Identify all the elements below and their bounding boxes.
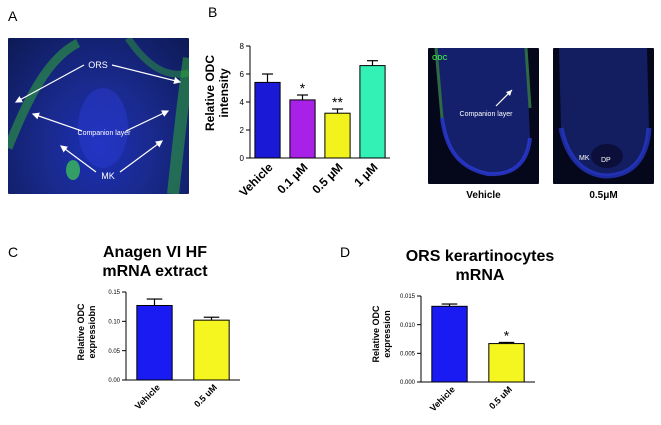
chart-b-ytick-label: 4 bbox=[240, 98, 245, 107]
micrograph-a: ORS Companion layer MK bbox=[8, 38, 189, 194]
chart-b-bar bbox=[289, 99, 316, 159]
chart-b-ylabel-2: intensity bbox=[217, 68, 231, 118]
panel-letter-b: B bbox=[208, 4, 218, 20]
chart-d: Relative ODC expression 0.000 0.005 0.010 0… bbox=[371, 294, 535, 413]
chart-d-ylabel-2: expression bbox=[382, 310, 392, 358]
panel-letter-d: D bbox=[340, 244, 351, 260]
label-ors: ORS bbox=[88, 60, 108, 70]
chart-d-ytick-label: 0.010 bbox=[400, 323, 416, 329]
chart-d-ytick-label: 0.005 bbox=[400, 351, 416, 357]
vehicle-companion-label: Companion layer bbox=[460, 111, 514, 118]
mk-label: MK bbox=[579, 155, 590, 162]
micrograph-vehicle: ODC Companion layer bbox=[428, 48, 539, 184]
micrograph-vehicle-caption: Vehicle bbox=[466, 190, 501, 201]
chart-d-bar bbox=[431, 305, 468, 383]
micrograph-vehicle-drawing: ODC Companion layer bbox=[432, 48, 532, 177]
chart-b-ytick-label: 6 bbox=[240, 70, 245, 79]
chart-b-ytick-label: 0 bbox=[240, 154, 245, 163]
chart-c-ylabel-1: Relative ODC bbox=[76, 303, 86, 361]
chart-d-bar bbox=[488, 343, 525, 383]
chart-b-bar bbox=[359, 65, 386, 159]
panel-letter-a: A bbox=[8, 8, 18, 24]
chart-b-category-label: 1 μM bbox=[351, 160, 380, 189]
chart-c: Relative ODC expressiobn 0.00 0.05 0.10 0.1… bbox=[76, 290, 240, 411]
dp-label: DP bbox=[601, 157, 611, 164]
chart-c-ytick-label: 0.15 bbox=[108, 290, 120, 296]
chart-c-title-2: mRNA extract bbox=[102, 263, 208, 280]
chart-d-title-1: ORS kerartinocytes bbox=[405, 248, 555, 265]
chart-b-ytick-label: 8 bbox=[240, 42, 245, 51]
chart-c-ylabel-2: expressiobn bbox=[87, 305, 97, 358]
panel-letter-c: C bbox=[8, 244, 19, 260]
chart-b-significance: * bbox=[300, 80, 306, 96]
chart-c-bar bbox=[136, 304, 173, 381]
micrograph-05um: MK DP bbox=[553, 48, 654, 184]
chart-b-category-label: 0.1 μM bbox=[274, 160, 310, 196]
chart-b-bar bbox=[324, 112, 351, 159]
label-companion-layer: Companion layer bbox=[78, 130, 132, 137]
chart-c-category-label: 0.5 uM bbox=[192, 382, 219, 409]
odc-stain-label: ODC bbox=[432, 55, 448, 62]
chart-b: Relative ODC intensity 0 2 4 6 8 Vehicle * 0.1 … bbox=[203, 42, 390, 199]
chart-d-category-label: Vehicle bbox=[428, 384, 457, 413]
chart-b-category-label: 0.5 μM bbox=[309, 160, 345, 196]
chart-b-category-label: Vehicle bbox=[236, 160, 275, 199]
micrograph-05um-caption: 0.5μM bbox=[589, 190, 618, 201]
chart-c-ytick-label: 0.10 bbox=[108, 319, 120, 325]
micrograph-a-drawing: ORS Companion layer MK bbox=[8, 38, 189, 194]
chart-b-ylabel-1: Relative ODC bbox=[203, 55, 217, 131]
chart-d-category-label: 0.5 uM bbox=[487, 384, 514, 411]
chart-c-category-label: Vehicle bbox=[133, 382, 162, 411]
chart-c-ytick-label: 0.00 bbox=[108, 378, 120, 384]
micrograph-05um-drawing: MK DP bbox=[558, 48, 652, 179]
chart-c-title-1: Anagen VI HF bbox=[102, 244, 207, 261]
chart-d-significance: * bbox=[504, 327, 510, 343]
label-mk: MK bbox=[101, 171, 115, 181]
chart-b-bar bbox=[254, 81, 281, 159]
chart-d-ylabel-1: Relative ODC bbox=[371, 305, 381, 363]
chart-b-ytick-label: 2 bbox=[240, 126, 245, 135]
chart-c-ytick-label: 0.05 bbox=[108, 349, 120, 355]
chart-d-title-2: mRNA bbox=[455, 267, 505, 284]
chart-c-bar bbox=[193, 319, 230, 381]
chart-d-ytick-label: 0.000 bbox=[400, 380, 416, 386]
chart-b-significance: ** bbox=[332, 94, 343, 110]
chart-d-ytick-label: 0.015 bbox=[400, 294, 416, 300]
